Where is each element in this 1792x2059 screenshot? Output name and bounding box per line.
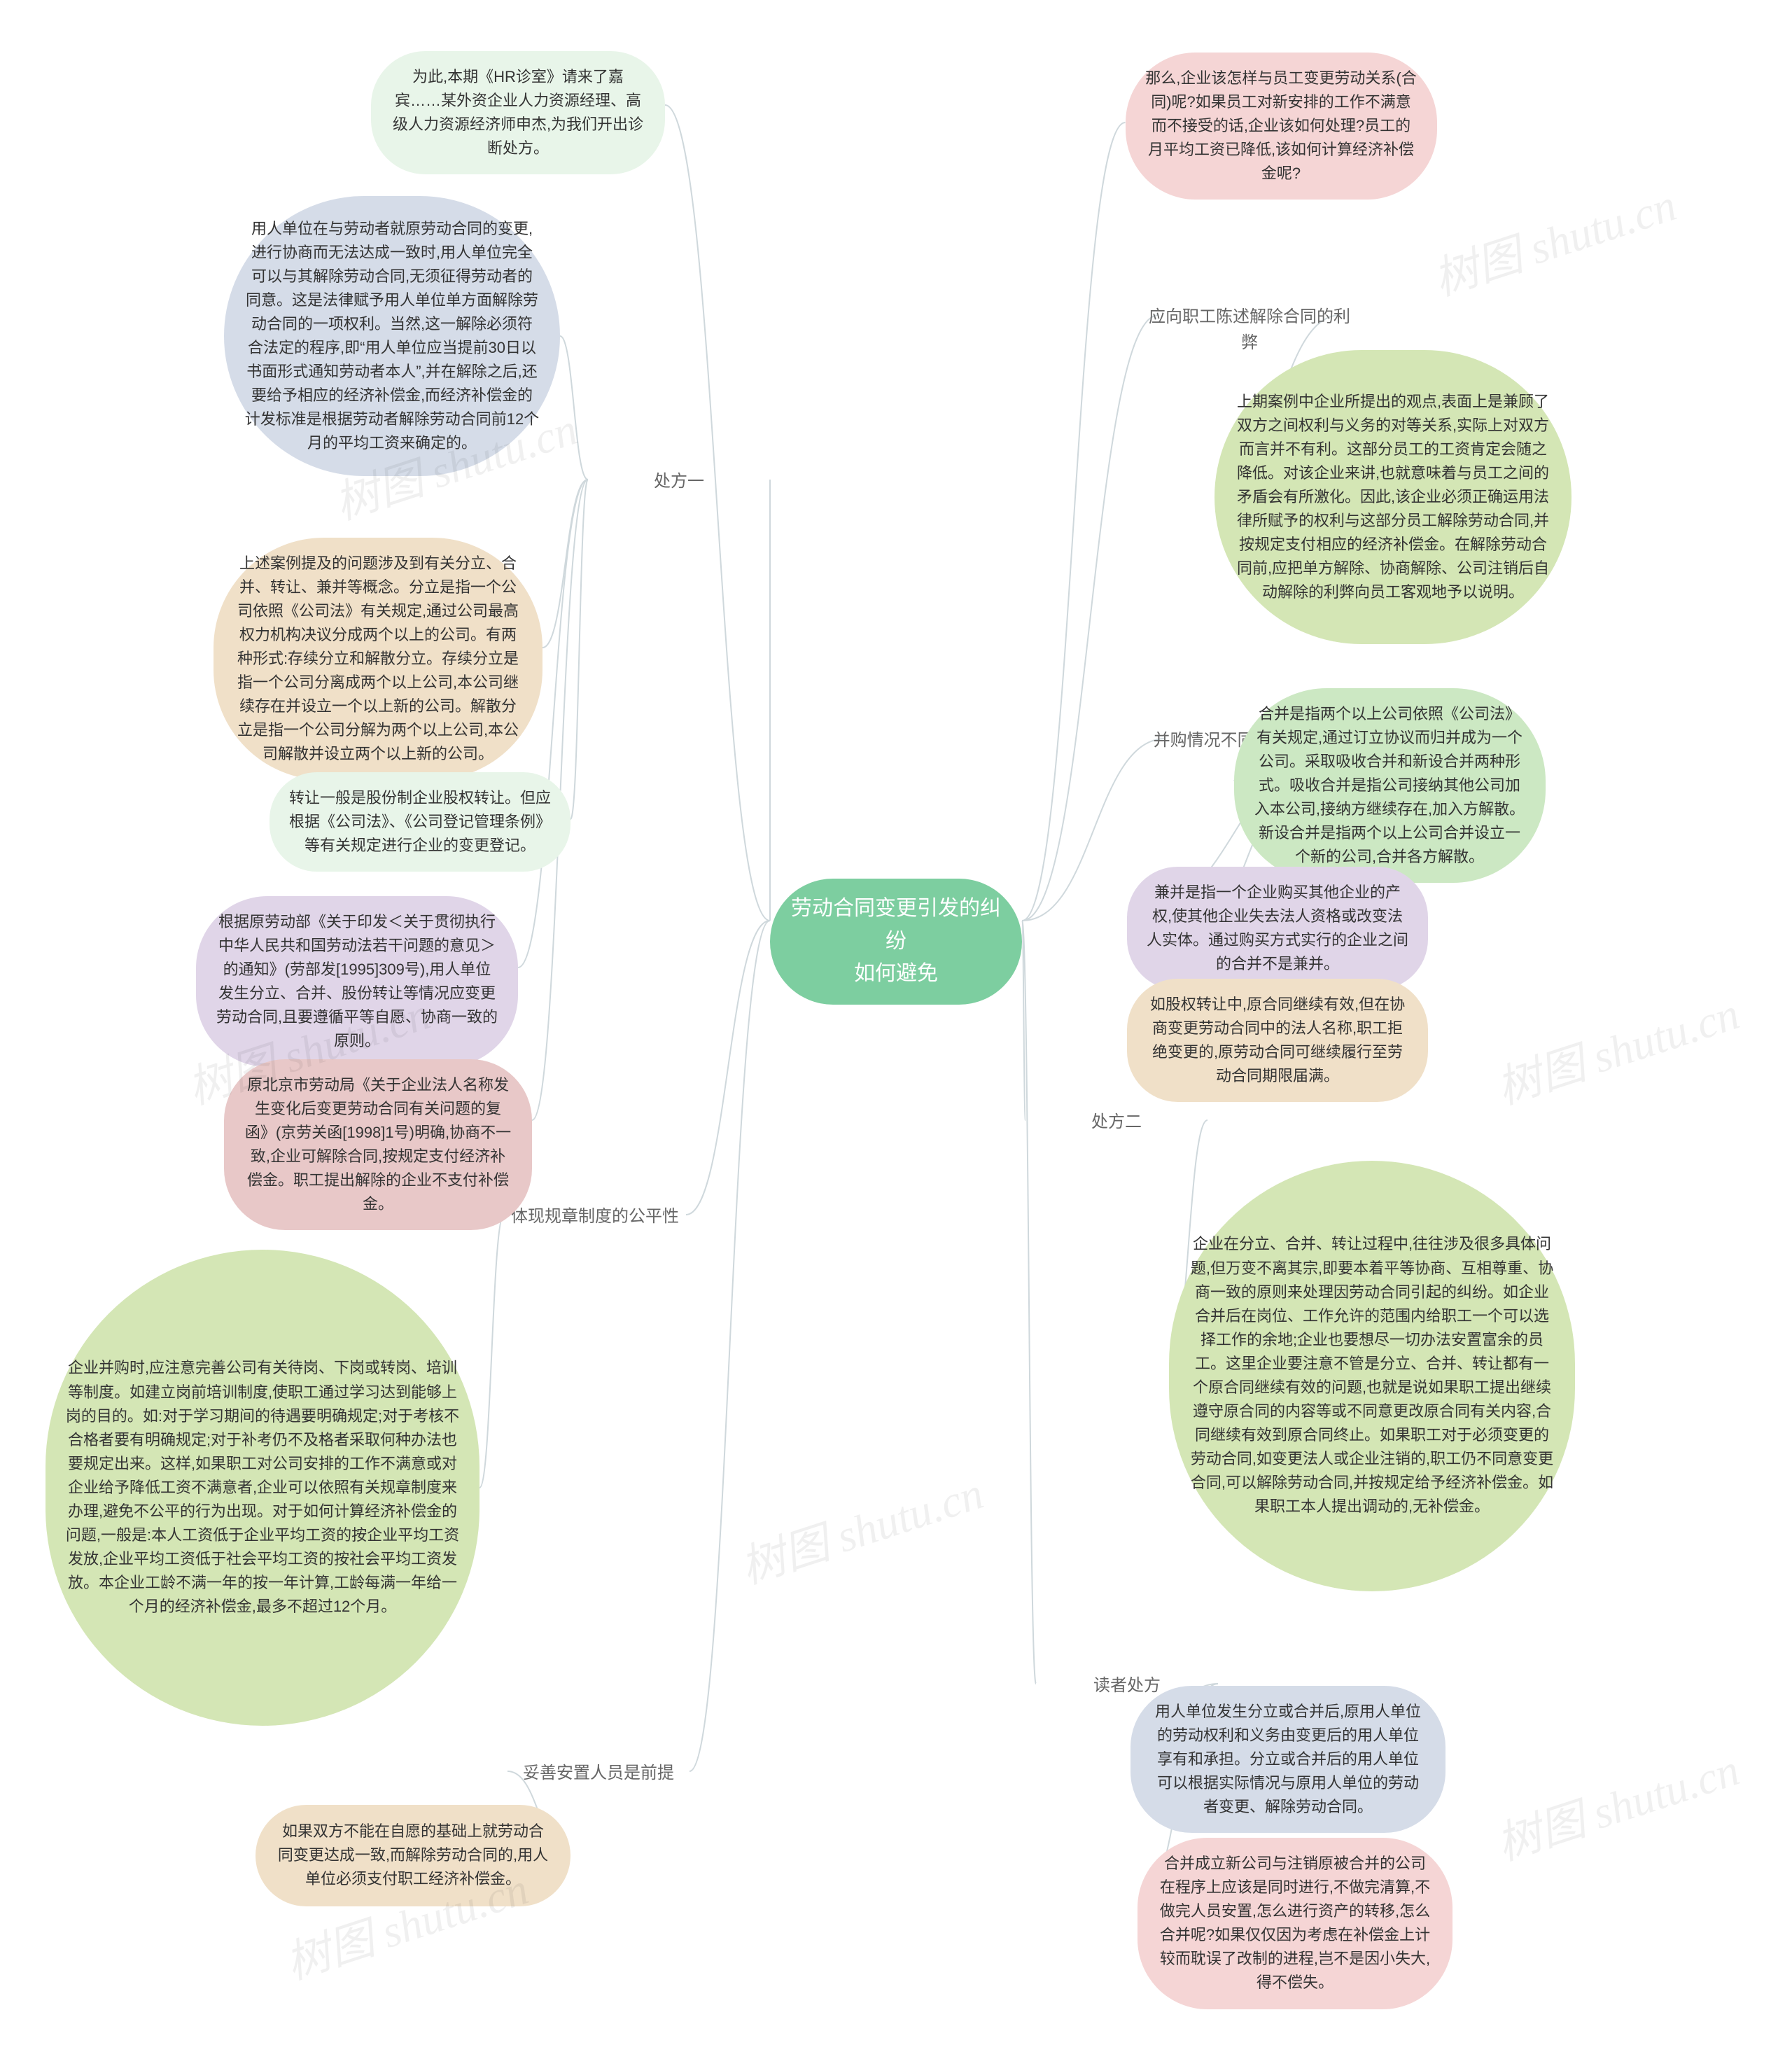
mindmap-canvas: 劳动合同变更引发的纠纷 如何避免处方一体现规章制度的公平性妥善安置人员是前提应向… [0, 0, 1792, 2059]
node-n1[interactable]: 为此,本期《HR诊室》请来了嘉宾……某外资企业人力资源经理、高级人力资源经济师申… [371, 51, 665, 174]
label-lab_cf1[interactable]: 处方一 [567, 466, 791, 497]
watermark: 树图 shutu.cn [732, 1458, 990, 1596]
node-n4[interactable]: 转让一般是股份制企业股权转让。但应根据《公司法》、《公司登记管理条例》等有关规定… [270, 772, 570, 872]
node-r5[interactable]: 如股权转让中,原合同继续有效,但在协商变更劳动合同中的法人名称,职工拒绝变更的,… [1127, 979, 1428, 1102]
node-r7[interactable]: 用人单位发生分立或合并后,原用人单位的劳动权利和义务由变更后的用人单位享有和承担… [1130, 1686, 1446, 1833]
node-n6[interactable]: 原北京市劳动局《关于企业法人名称发生变化后变更劳动合同有关问题的复函》(京劳关函… [224, 1059, 532, 1231]
node-r8[interactable]: 合并成立新公司与注销原被合并的公司在程序上应该是同时进行,不做完清算,不做完人员… [1138, 1838, 1452, 2009]
node-n7[interactable]: 企业并购时,应注意完善公司有关待岗、下岗或转岗、培训等制度。如建立岗前培训制度,… [46, 1250, 479, 1726]
node-n2[interactable]: 用人单位在与劳动者就原劳动合同的变更,进行协商而无法达成一致时,用人单位完全可以… [224, 196, 560, 476]
node-r2[interactable]: 上期案例中企业所提出的观点,表面上是兼顾了双方之间权利与义务的对等关系,实际上对… [1214, 350, 1572, 644]
label-lab_explainworker[interactable]: 应向职工陈述解除合同的利弊 [1138, 301, 1362, 358]
node-r4[interactable]: 兼并是指一个企业购买其他企业的产权,使其他企业失去法人资格或改变法人实体。通过购… [1127, 867, 1428, 990]
node-n3[interactable]: 上述案例提及的问题涉及到有关分立、合并、转让、兼并等概念。分立是指一个公司依照《… [214, 538, 542, 781]
node-r6[interactable]: 企业在分立、合并、转让过程中,往往涉及很多具体问题,但万变不离其宗,即要本着平等… [1169, 1161, 1575, 1591]
node-n8[interactable]: 如果双方不能在自愿的基础上就劳动合同变更达成一致,而解除劳动合同的,用人单位必须… [255, 1805, 570, 1906]
watermark: 树图 shutu.cn [1488, 1734, 1746, 1873]
watermark: 树图 shutu.cn [1424, 169, 1684, 308]
watermark: 树图 shutu.cn [1488, 978, 1746, 1117]
node-r1[interactable]: 那么,企业该怎样与员工变更劳动关系(合同)呢?如果员工对新安排的工作不满意而不接… [1126, 53, 1437, 200]
node-n5[interactable]: 根据原劳动部《关于印发＜关于贯彻执行中华人民共和国劳动法若干问题的意见＞的通知》… [196, 896, 518, 1068]
label-lab_cf2[interactable]: 处方二 [1004, 1106, 1228, 1138]
label-lab_settle[interactable]: 妥善安置人员是前提 [486, 1757, 710, 1789]
root-node[interactable]: 劳动合同变更引发的纠纷 如何避免 [770, 879, 1022, 1005]
node-r3[interactable]: 合并是指两个以上公司依照《公司法》有关规定,通过订立协议而归并成为一个公司。采取… [1234, 688, 1546, 884]
